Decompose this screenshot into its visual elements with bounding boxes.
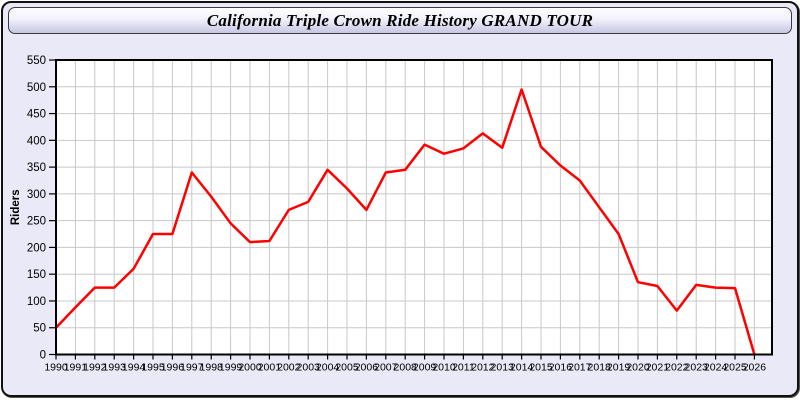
x-tick-label: 2018: [588, 362, 612, 374]
x-tick-label: 2024: [704, 362, 728, 374]
x-tick-label: 2012: [471, 362, 495, 374]
chart-title: California Triple Crown Ride History GRA…: [206, 10, 594, 30]
y-tick-label: 550: [27, 55, 46, 67]
y-tick-label: 400: [27, 135, 46, 147]
x-tick-label: 2016: [549, 362, 573, 374]
y-tick-label: 350: [27, 162, 46, 174]
y-tick-label: 150: [27, 269, 46, 281]
x-tick-label: 2013: [491, 362, 515, 374]
ride-history-line-chart: 0501001502002503003504004505005501990199…: [10, 55, 773, 374]
x-tick-label: 2026: [743, 362, 767, 374]
x-tick-label: 2007: [374, 362, 398, 374]
x-tick-label: 1990: [44, 362, 68, 374]
x-tick-label: 2000: [238, 362, 262, 374]
x-tick-label: 2023: [685, 362, 709, 374]
chart-title-bar: California Triple Crown Ride History GRA…: [8, 7, 792, 34]
x-tick-label: 2006: [355, 362, 379, 374]
x-tick-label: 1998: [200, 362, 224, 374]
y-tick-label: 250: [27, 216, 46, 228]
x-tick-label: 2022: [665, 362, 689, 374]
x-tick-label: 1994: [122, 362, 146, 374]
riders-line-series: [54, 88, 756, 356]
x-tick-label: 2005: [335, 362, 359, 374]
x-tick-label: 1996: [161, 362, 185, 374]
x-tick-label: 2003: [297, 362, 321, 374]
x-tick-label: 2020: [626, 362, 650, 374]
x-tick-label: 2019: [607, 362, 631, 374]
y-axis-title: Riders: [10, 189, 22, 225]
x-tick-label: 2011: [452, 362, 475, 374]
x-tick-label: 2001: [258, 362, 282, 374]
x-tick-label: 1997: [180, 362, 204, 374]
y-tick-label: 300: [27, 189, 46, 201]
x-tick-label: 2010: [432, 362, 456, 374]
x-tick-label: 2009: [413, 362, 437, 374]
x-tick-label: 1991: [64, 362, 88, 374]
x-tick-label: 2002: [277, 362, 301, 374]
x-tick-label: 2008: [394, 362, 418, 374]
plot-area: [56, 60, 772, 355]
x-tick-label: 2021: [646, 362, 670, 374]
y-tick-label: 200: [27, 242, 46, 254]
y-tick-label: 450: [27, 109, 46, 121]
y-tick-label: 500: [27, 82, 46, 94]
x-tick-label: 1993: [103, 362, 127, 374]
y-tick-label: 100: [27, 296, 46, 308]
x-tick-label: 2004: [316, 362, 340, 374]
x-tick-label: 2025: [723, 362, 747, 374]
x-tick-label: 1999: [219, 362, 243, 374]
plot-border: [55, 59, 773, 356]
x-tick-label: 1995: [141, 362, 165, 374]
x-tick-label: 1992: [83, 362, 107, 374]
y-tick-label: 50: [33, 323, 46, 335]
x-tick-label: 2017: [568, 362, 592, 374]
y-tick-label: 0: [40, 350, 46, 362]
x-tick-label: 2015: [529, 362, 553, 374]
x-tick-label: 2014: [510, 362, 534, 374]
